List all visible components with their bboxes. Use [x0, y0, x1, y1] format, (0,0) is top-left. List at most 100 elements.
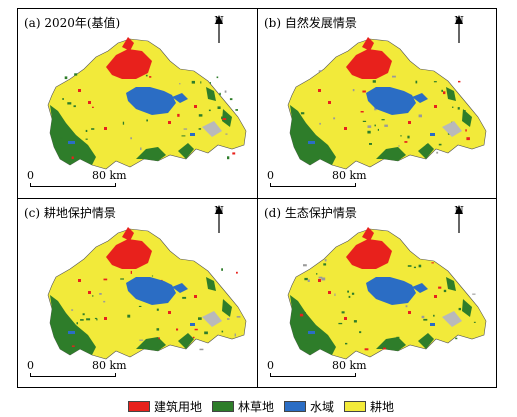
land-patch: [457, 107, 460, 110]
north-arrow-icon: [455, 205, 463, 233]
north-arrow: N: [448, 205, 470, 249]
forest-region: [290, 105, 336, 165]
north-arrow-icon: [215, 205, 223, 233]
town: [344, 317, 347, 320]
land-patch: [398, 145, 400, 147]
forest-region: [376, 147, 406, 161]
lake: [172, 93, 188, 103]
land-patch: [227, 318, 230, 320]
scale-end-label: 80 km: [332, 359, 367, 372]
land-patch: [431, 262, 434, 264]
land-patch: [227, 156, 230, 160]
land-patch: [436, 151, 439, 154]
land-patch: [413, 266, 416, 269]
land-patch: [304, 340, 309, 344]
town: [168, 121, 171, 124]
land-patch: [138, 305, 142, 307]
land-patch: [418, 114, 422, 118]
north-arrow: N: [448, 15, 470, 59]
land-patch: [347, 290, 349, 293]
land-patch: [94, 317, 97, 320]
forest-region: [376, 337, 406, 351]
land-patch: [67, 102, 72, 105]
land-patch: [464, 110, 466, 113]
town: [194, 105, 197, 108]
bare-land: [442, 121, 462, 137]
scale-bar: 0 80 km: [27, 359, 130, 381]
land-patch: [204, 331, 208, 335]
land-patch: [229, 98, 233, 101]
land-patch: [182, 296, 187, 299]
town: [434, 105, 437, 108]
land-patch: [443, 289, 447, 293]
land-patch: [156, 308, 159, 311]
bare-land: [202, 121, 222, 137]
land-patch: [407, 135, 410, 139]
scale-bar: 0 80 km: [267, 359, 370, 381]
town: [328, 291, 331, 294]
land-patch: [199, 348, 204, 351]
land-patch: [472, 293, 476, 295]
land-patch: [353, 320, 357, 323]
water-body: [430, 323, 435, 326]
land-patch: [71, 156, 74, 159]
land-use-map: [47, 37, 247, 170]
land-patch: [318, 70, 322, 72]
land-patch: [157, 344, 161, 347]
forest-region: [178, 333, 194, 349]
land-patch: [384, 124, 388, 127]
land-patch: [372, 80, 376, 83]
land-patch: [362, 120, 367, 122]
land-patch: [149, 76, 152, 78]
urban-core: [106, 239, 152, 269]
forest-region: [222, 299, 232, 317]
panel-title: (a) 2020年(基值): [24, 16, 121, 30]
land-patch: [458, 80, 461, 83]
land-patch: [146, 119, 148, 122]
urban-core: [106, 49, 152, 79]
land-patch: [438, 286, 442, 289]
land-patch: [383, 347, 387, 350]
land-patch: [364, 348, 369, 351]
land-patch: [345, 342, 348, 345]
land-patch: [415, 80, 418, 84]
forest-region: [50, 295, 96, 355]
land-patch: [236, 271, 238, 274]
land-patch: [392, 75, 396, 78]
land-patch: [145, 74, 148, 77]
land-patch: [200, 81, 202, 84]
town: [194, 295, 197, 298]
forest-region: [50, 105, 96, 165]
land-patch: [71, 345, 75, 347]
land-patch: [91, 128, 95, 130]
land-patch: [381, 119, 385, 121]
land-patch: [176, 328, 179, 331]
land-patch: [405, 305, 408, 308]
legend-label: 耕地: [370, 399, 395, 414]
town: [104, 127, 107, 130]
town: [168, 311, 171, 314]
land-use-map: [47, 227, 247, 360]
land-patch: [423, 318, 428, 321]
land-patch: [198, 114, 203, 117]
land-patch: [221, 268, 223, 271]
forest-region: [462, 299, 472, 317]
town: [318, 89, 321, 92]
forest-region: [446, 277, 456, 291]
panel-divider-horizontal: [18, 198, 496, 199]
town: [318, 279, 321, 282]
forest-region: [136, 147, 166, 161]
land-patch: [224, 90, 227, 93]
land-patch: [71, 309, 74, 311]
scale-bar: 0 80 km: [27, 169, 130, 191]
land-patch: [367, 125, 372, 128]
land-patch: [334, 293, 336, 296]
urban-core: [362, 227, 374, 241]
map-grid: (a) 2020年(基值) N 0 80 km (b) 自然发展情景 N 0 8…: [17, 8, 497, 388]
urban-core: [346, 239, 392, 269]
land-patch: [304, 333, 307, 336]
land-patch: [441, 89, 443, 92]
north-arrow-icon: [215, 15, 223, 43]
land-patch: [367, 130, 371, 134]
town: [78, 279, 81, 282]
